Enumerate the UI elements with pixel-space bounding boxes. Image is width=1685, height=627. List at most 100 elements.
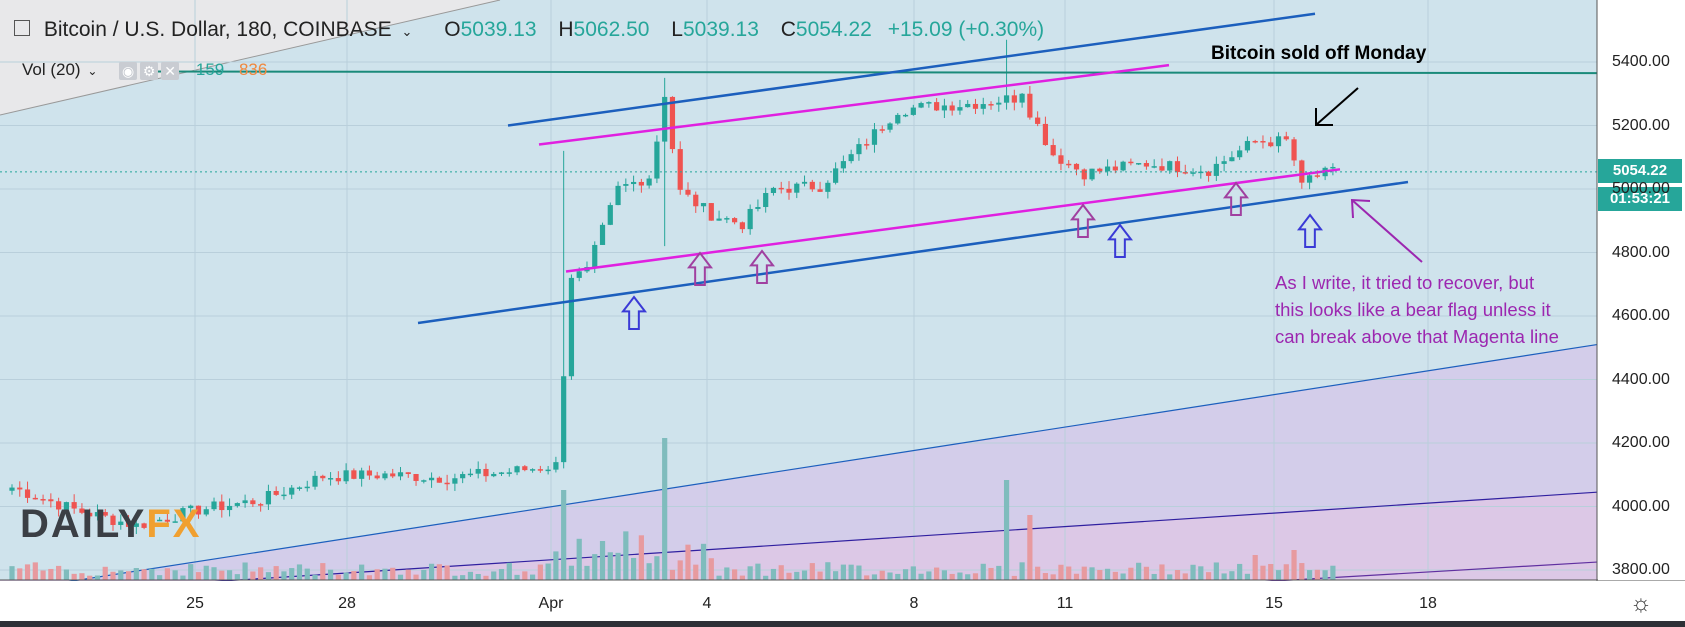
gear-icon[interactable]: ⚙ [140,61,159,80]
volume-bar [902,569,909,580]
volume-bar [1089,567,1095,580]
candle-body [778,187,784,190]
volume-bar [250,571,256,580]
candle-body [157,519,163,522]
volume-bar [1112,571,1118,580]
volume-bar [1143,566,1150,580]
candle-body [934,102,940,111]
settings-gear-icon[interactable]: ☼ [1630,590,1652,617]
volume-down-value: 836 [238,60,268,79]
volume-bar [141,569,147,580]
y-tick-label: 5400.00 [1612,53,1670,70]
candle-body [94,512,101,517]
candle-body [1167,161,1173,171]
candle-body [1011,95,1017,103]
symbol-title[interactable]: Bitcoin / U.S. Dollar, 180, COINBASE [43,18,392,41]
volume-bar [87,575,93,580]
candle-body [195,505,202,515]
candle-body [1159,166,1165,171]
flag-touch-arrow-icon [748,249,776,284]
candle-body [351,470,357,479]
candle-body [529,469,536,471]
candle-body [1066,163,1072,166]
candle-body [1035,117,1041,124]
volume-bar [421,569,427,580]
candle-body [1244,140,1251,151]
candle-body [1050,145,1056,156]
chevron-down-icon[interactable]: ⌄ [401,24,413,39]
volume-bar [607,552,613,580]
candle-body [902,114,909,117]
volume-bar [226,570,233,580]
volume-bar [428,563,435,580]
volume-bar [1019,562,1025,580]
y-tick-label: 4800.00 [1612,243,1670,261]
candle-body [553,462,559,470]
volume-bar [996,565,1002,580]
candle-body [677,149,683,190]
candle-body [809,181,815,190]
volume-bar [1213,562,1219,580]
volume-bar [700,543,707,580]
resistance-line [139,70,1598,75]
volume-bar [1182,573,1188,580]
volume-bar [1260,565,1266,580]
candle-body [576,271,582,278]
candle-body [623,184,629,186]
volume-bar [157,575,163,580]
volume-label[interactable]: Vol (20) [22,60,81,79]
volume-bar [763,575,769,580]
volume-bar [1066,566,1072,580]
volume-bar [988,567,994,580]
candle-body [972,103,979,109]
volume-bar [856,565,862,580]
volume-bar [382,568,388,580]
x-tick-label: 8 [909,595,919,612]
volume-bar [825,562,831,580]
volume-bar [436,564,442,580]
volume-bar [1097,569,1103,580]
candle-body [226,505,233,511]
close-icon[interactable]: ✕ [161,61,180,80]
volume-bar [467,571,474,580]
x-tick-label: 4 [702,595,712,612]
volume-bar [63,569,69,580]
candle-body [941,105,947,111]
candle-body [1073,163,1080,170]
volume-bar [211,567,217,580]
candle-body [141,523,147,528]
volume-bar [1120,573,1126,580]
volume-bar [1104,568,1111,580]
symbol-collapse-icon[interactable] [14,20,30,37]
volume-bar [1330,565,1336,580]
volume-bar [483,575,489,580]
candle-body [428,477,435,481]
note-line: As I write, it tried to recover, but [1275,272,1535,293]
candle-body [817,189,823,192]
volume-bar [149,568,155,580]
volume-bar [801,570,808,580]
volume-bar [592,554,598,580]
volume-bar [747,566,753,580]
volume-bar [1252,555,1258,580]
volume-bar [320,563,326,580]
candle-body [506,472,512,474]
volume-bar [972,573,979,580]
candle-body [56,501,62,510]
volume-bar [413,574,419,580]
volume-bar [366,575,373,580]
volume-bar [118,570,124,580]
volume-bar [615,552,621,580]
candle-body [1190,172,1196,174]
chevron-down-icon[interactable]: ⌄ [87,64,98,78]
volume-bar [1299,563,1305,580]
bottom-bar [0,621,1685,627]
flag-resistance-line [538,63,1170,146]
volume-bar [895,573,901,580]
candle-body [436,477,442,483]
candle-body [669,96,676,150]
volume-bar [195,572,202,580]
eye-icon[interactable]: ◉ [119,61,138,80]
volume-bar [273,566,279,580]
